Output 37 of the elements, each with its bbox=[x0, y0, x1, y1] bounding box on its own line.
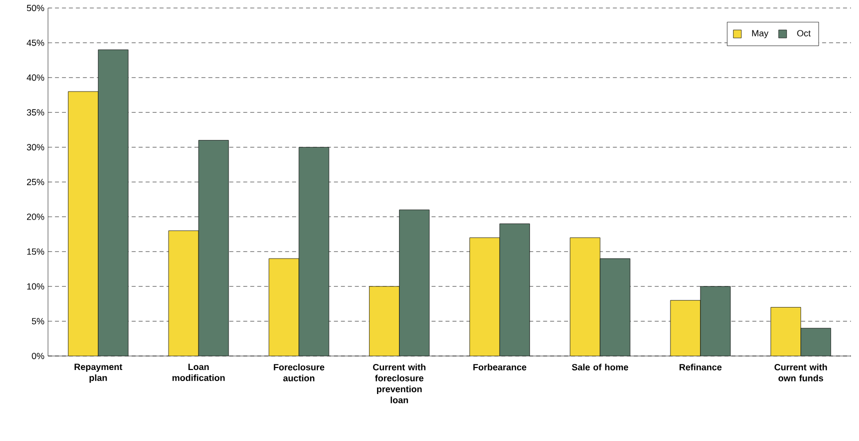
legend-label: May bbox=[752, 30, 768, 38]
bar bbox=[268, 258, 299, 356]
y-tick-label: 50% bbox=[26, 4, 44, 12]
bar bbox=[600, 258, 630, 356]
x-tick-label: Current with foreclosure prevention loan bbox=[373, 364, 426, 404]
x-tick-label: Forbearance bbox=[473, 364, 526, 370]
y-tick-label: 5% bbox=[32, 318, 44, 324]
y-tick-label: 45% bbox=[26, 40, 44, 46]
bar bbox=[500, 224, 530, 356]
y-tick-label: 25% bbox=[26, 178, 44, 186]
bar bbox=[198, 140, 229, 356]
bar bbox=[770, 307, 802, 356]
y-tick-label: 10% bbox=[27, 283, 44, 290]
y-tick-label: 30% bbox=[26, 144, 44, 150]
legend-label: Oct bbox=[797, 30, 811, 36]
x-tick-label: Sale of home bbox=[572, 364, 628, 370]
x-tick-label: Repayment plan bbox=[74, 364, 122, 383]
bar bbox=[470, 238, 500, 356]
bar bbox=[800, 328, 832, 356]
y-tick-label: 15% bbox=[27, 248, 44, 255]
bar bbox=[700, 286, 730, 356]
bar bbox=[98, 50, 128, 356]
y-tick-label: 35% bbox=[26, 109, 44, 116]
bar bbox=[399, 210, 430, 356]
x-tick-label: Foreclosure auction bbox=[274, 364, 324, 382]
bar bbox=[670, 300, 700, 356]
y-tick-label: 0% bbox=[32, 352, 44, 360]
bar bbox=[298, 147, 329, 356]
bar bbox=[369, 286, 400, 356]
x-tick-label: Current with own funds bbox=[774, 364, 827, 382]
y-tick-label: 20% bbox=[26, 214, 44, 220]
bar bbox=[570, 238, 600, 356]
bar bbox=[168, 230, 199, 356]
y-tick-label: 40% bbox=[26, 74, 44, 81]
x-tick-label: Refinance bbox=[680, 364, 722, 370]
x-tick-label: Loan modification bbox=[172, 364, 225, 381]
bar bbox=[68, 92, 98, 356]
